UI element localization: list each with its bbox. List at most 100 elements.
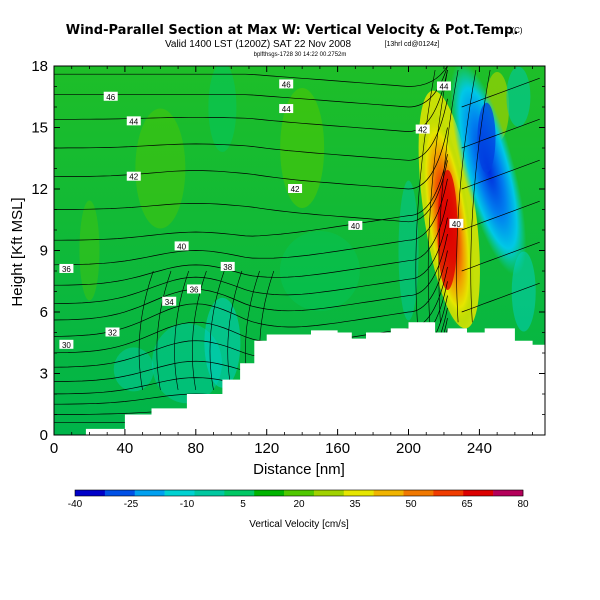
y-tick-label: 0 — [40, 427, 48, 444]
theta-label-36: 36 — [187, 284, 202, 294]
colorbar-segment — [373, 490, 404, 496]
svg-text:44: 44 — [282, 105, 291, 114]
colorbar-tick-label: 5 — [240, 499, 246, 510]
svg-text:32: 32 — [108, 329, 117, 338]
colorbar-tick-label: 80 — [517, 499, 529, 510]
x-axis-label: Distance [nm] — [253, 461, 345, 478]
velocity-patch-7 — [204, 297, 241, 388]
svg-text:42: 42 — [291, 185, 300, 194]
x-tick-label: 80 — [187, 440, 204, 457]
svg-text:40: 40 — [452, 220, 461, 229]
theta-label-46: 46 — [103, 91, 118, 102]
theta-contour-line — [456, 70, 477, 323]
theta-contour-line — [156, 270, 172, 390]
theta-contour-line — [54, 250, 448, 337]
theta-contour-line — [438, 70, 459, 323]
theta-label-44: 44 — [436, 81, 451, 92]
theta-contour-line — [461, 241, 540, 272]
colorbar-tick-label: 50 — [405, 499, 417, 510]
theta-label-34: 34 — [162, 296, 177, 307]
y-tick-label: 6 — [40, 304, 48, 321]
theta-contour-line — [174, 270, 189, 390]
theta-contour-line — [461, 200, 540, 231]
theta-contour-line — [54, 98, 448, 161]
y-tick-label: 9 — [40, 243, 48, 260]
svg-text:46: 46 — [282, 80, 291, 89]
velocity-patch-9 — [279, 231, 360, 311]
x-tick-label: 120 — [254, 440, 279, 457]
x-tick-label: 160 — [325, 440, 350, 457]
theta-label-40: 40 — [174, 241, 189, 251]
colorbar-segment — [75, 490, 106, 496]
colorbar-segment — [313, 490, 345, 496]
colorbar-segment — [254, 490, 285, 496]
theta-contour-line — [54, 66, 448, 108]
theta-label-36: 36 — [59, 263, 74, 274]
velocity-patch-5 — [398, 180, 419, 321]
theta-contour-labels: 30 32 34 36 36 38 40 40 40 42 42 42 44 44 44 46 46 — [59, 79, 464, 350]
colorbar-segment — [104, 490, 136, 496]
theta-label-32: 32 — [105, 327, 120, 338]
colorbar-segment — [164, 490, 195, 496]
colorbar-label: Vertical Velocity [cm/s] — [249, 519, 349, 530]
plot-area: 30 32 34 36 36 38 40 40 40 42 42 42 44 44 44 46 46 — [54, 66, 545, 435]
colorbar-segment — [493, 490, 524, 496]
colorbar-tick-label: -10 — [180, 499, 195, 510]
theta-contour-line — [54, 199, 448, 286]
svg-text:46: 46 — [106, 93, 115, 102]
y-tick-label: 15 — [31, 120, 48, 137]
svg-text:34: 34 — [165, 298, 174, 307]
svg-text:40: 40 — [177, 242, 186, 251]
colorbar-segment — [463, 490, 494, 496]
chart-title-mark: (C) — [511, 26, 522, 35]
colorbar-segment — [433, 490, 464, 496]
theta-contour-line — [54, 160, 448, 223]
theta-contour-line — [191, 270, 207, 390]
x-tick-label: 0 — [50, 440, 58, 457]
colorbar-frame — [74, 489, 524, 497]
theta-contour-line — [138, 270, 154, 390]
svg-text:44: 44 — [440, 83, 449, 92]
theta-contour-line — [461, 77, 540, 108]
chart-title: Wind-Parallel Section at Max W: Vertical… — [66, 23, 519, 38]
colorbar-tick-label: 35 — [349, 499, 361, 510]
theta-contour-line — [461, 118, 540, 149]
theta-label-46: 46 — [279, 79, 294, 89]
x-tick-label: 40 — [117, 440, 134, 457]
theta-label-42: 42 — [288, 184, 303, 194]
svg-text:36: 36 — [62, 265, 71, 274]
svg-text:30: 30 — [62, 341, 71, 350]
theta-label-44: 44 — [126, 116, 141, 126]
y-tick-label: 12 — [31, 181, 48, 198]
theta-label-38: 38 — [220, 261, 235, 272]
colorbar-segment — [403, 490, 434, 496]
svg-text:44: 44 — [129, 117, 138, 126]
svg-text:42: 42 — [129, 173, 138, 182]
velocity-patch-top-right — [506, 66, 531, 127]
velocity-patch-1 — [135, 108, 186, 229]
colorbar-segment — [134, 490, 165, 496]
svg-text:40: 40 — [351, 222, 360, 231]
theta-label-40: 40 — [348, 220, 363, 231]
colorbar-tick-label: -25 — [124, 499, 139, 510]
y-tick-label: 3 — [40, 366, 48, 383]
theta-contour-line — [470, 70, 491, 323]
svg-text:38: 38 — [223, 263, 232, 272]
x-tick-label: 240 — [467, 440, 492, 457]
terrain-mask — [54, 322, 545, 435]
velocity-patch-0 — [280, 88, 325, 208]
theta-contour-line — [54, 178, 448, 266]
colorbar-segment — [343, 490, 374, 496]
chart-subtitle-line2: bplfthsgs-1728 30 14:22 00.2752m — [254, 52, 347, 58]
y-axis-label: Height [Kft MSL] — [9, 197, 26, 306]
theta-label-44: 44 — [279, 104, 294, 114]
theta-label-42: 42 — [126, 171, 141, 182]
chart-subtitle: Valid 1400 LST (1200Z) SAT 22 Nov 2008 — [165, 39, 351, 50]
theta-contour-line — [54, 154, 448, 241]
theta-contour-line — [54, 217, 448, 305]
theta-contour-line — [209, 270, 225, 390]
colorbar-tick-label: 20 — [293, 499, 305, 510]
theta-contour-line — [227, 270, 243, 390]
